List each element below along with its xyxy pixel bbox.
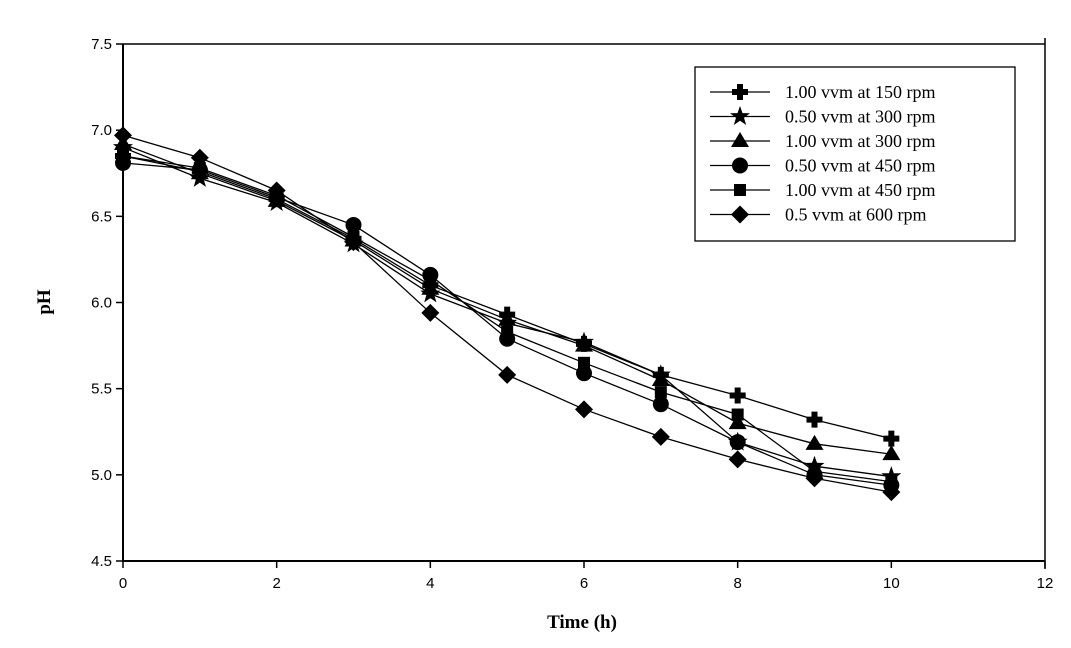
data-point-diamond <box>190 148 209 167</box>
data-point-diamond <box>805 469 824 488</box>
data-point-square <box>193 162 206 175</box>
x-tick-label: 10 <box>883 575 900 592</box>
legend-marker-triangle <box>731 132 749 147</box>
legend: 1.00 vvm at 150 rpm 0.50 vvm at 300 rpm 1.… <box>694 66 1016 242</box>
legend-box <box>694 66 1016 242</box>
x-tick-label: 6 <box>580 575 588 592</box>
legend-marker-star <box>730 106 750 125</box>
legend-label: 1.00 vvm at 150 rpm <box>785 82 936 102</box>
y-tick-label: 5.0 <box>91 467 112 484</box>
legend-item: 0.5 vvm at 600 rpm <box>710 205 927 225</box>
data-point-triangle <box>728 414 747 430</box>
axes: 0 2 4 6 8 10 12 4.5 5.0 5.5 6.0 6.5 7.0 7.5 <box>91 36 1053 592</box>
x-tick-label: 4 <box>426 575 434 592</box>
legend-label: 1.00 vvm at 300 rpm <box>785 131 936 151</box>
data-point-diamond <box>498 365 517 384</box>
legend-item: 1.00 vvm at 150 rpm <box>710 82 936 102</box>
data-point-triangle <box>882 445 901 461</box>
data-point-diamond <box>344 233 363 252</box>
data-point-diamond <box>114 126 132 145</box>
data-point-square <box>885 475 898 488</box>
data-point-circle <box>576 365 592 382</box>
x-tick-label: 8 <box>733 575 741 592</box>
data-point-triangle <box>805 434 824 450</box>
data-point-cross <box>806 411 823 428</box>
legend-item: 1.00 vvm at 450 rpm <box>710 180 936 200</box>
x-tick-label: 0 <box>119 575 127 592</box>
data-point-cross <box>729 387 746 404</box>
data-point-diamond <box>421 303 440 322</box>
data-point-square <box>501 325 514 338</box>
legend-marker-diamond <box>731 205 749 224</box>
data-point-triangle <box>498 310 517 326</box>
data-point-diamond <box>575 400 593 419</box>
y-tick-label: 7.5 <box>91 36 112 53</box>
series-diamond <box>114 126 901 502</box>
data-point-diamond <box>728 450 747 469</box>
data-point-circle <box>652 396 669 413</box>
data-point-square <box>117 150 129 163</box>
legend-marker-circle <box>732 157 748 174</box>
x-tick-label: 2 <box>272 575 280 592</box>
data-point-diamond <box>882 483 901 502</box>
y-tick-label: 7.0 <box>91 122 112 139</box>
y-tick-label: 6.5 <box>91 208 112 225</box>
data-point-square <box>424 274 437 287</box>
data-point-circle <box>345 216 362 233</box>
data-point-diamond <box>267 181 286 200</box>
data-point-circle <box>729 434 746 451</box>
legend-marker-square <box>734 184 746 196</box>
legend-label: 0.5 vvm at 600 rpm <box>785 205 927 225</box>
legend-label: 0.50 vvm at 300 rpm <box>785 107 936 127</box>
x-tick-label: 12 <box>1037 575 1054 592</box>
data-point-square <box>654 386 667 399</box>
data-point-star <box>804 455 825 475</box>
legend-item: 0.50 vvm at 450 rpm <box>710 156 936 176</box>
x-axis-title: Time (h) <box>547 612 617 633</box>
data-point-diamond <box>651 427 670 446</box>
y-tick-label: 5.5 <box>91 381 112 398</box>
data-point-square <box>731 408 744 421</box>
data-point-triangle <box>575 336 593 352</box>
data-point-star <box>881 466 902 486</box>
legend-item: 1.00 vvm at 300 rpm <box>710 131 936 151</box>
data-point-triangle <box>421 279 440 295</box>
y-tick-label: 4.5 <box>91 553 112 570</box>
series-square <box>117 150 898 488</box>
data-point-square <box>578 356 590 369</box>
legend-item: 0.50 vvm at 300 rpm <box>710 106 936 127</box>
data-point-cross <box>883 430 900 447</box>
legend-marker-cross <box>732 84 748 100</box>
data-point-triangle <box>651 371 670 387</box>
legend-label: 1.00 vvm at 450 rpm <box>785 180 936 200</box>
legend-label: 0.50 vvm at 450 rpm <box>785 156 936 176</box>
y-tick-label: 6.0 <box>91 295 112 312</box>
y-axis-title: pH <box>34 289 55 315</box>
series-lines <box>113 126 902 502</box>
